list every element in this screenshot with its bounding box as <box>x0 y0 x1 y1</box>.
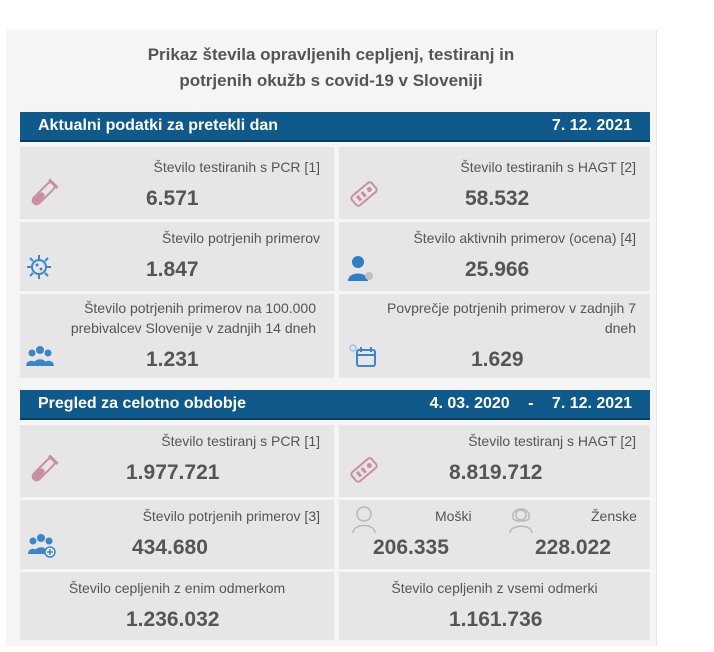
card-label: Število testiranih s PCR [1] <box>153 159 320 175</box>
card-pcr-total: Število testiranj s PCR [1] 1.977.721 <box>20 425 334 497</box>
card-label: Število cepljenih z enim odmerkom <box>68 580 286 596</box>
card-average-7d: Povprečje potrjenih primerov v zadnjih 7… <box>339 294 650 378</box>
card-label-line-1: Povprečje potrjenih primerov v zadnjih 7 <box>386 300 636 316</box>
card-label: Število potrjenih primerov [3] <box>142 508 320 524</box>
card-label: Število testiranih s HAGT [2] <box>460 159 636 175</box>
section-date-range: 4. 03. 2020 - 7. 12. 2021 <box>430 395 632 413</box>
card-confirmed-total: Število potrjenih primerov [3] 434.680 <box>20 500 334 569</box>
card-value: 1.977.721 <box>126 461 220 484</box>
card-value: 1.236.032 <box>126 608 220 631</box>
card-value: 58.532 <box>465 187 530 210</box>
female-value: 228.022 <box>535 536 611 559</box>
test-tube-icon <box>31 454 59 482</box>
card-vaccinated-one-dose: Število cepljenih z enim odmerkom 1.236.… <box>20 572 334 640</box>
date-to: 7. 12. 2021 <box>551 395 632 412</box>
card-confirmed-daily: Število potrjenih primerov 1.847 <box>20 222 334 291</box>
card-value: 1.847 <box>146 258 199 281</box>
card-label: Število testiranj s HAGT [2] <box>468 433 636 449</box>
card-label: Povprečje potrjenih primerov v zadnjih 7… <box>387 298 636 338</box>
card-incidence-14d: Število potrjenih primerov na 100.000 pr… <box>20 294 334 378</box>
female-label: Ženske <box>591 508 637 524</box>
page-title: Prikaz števila opravljenih cepljenj, tes… <box>6 42 656 94</box>
card-hagt-daily: Število testiranih s HAGT [2] 58.532 <box>339 147 650 219</box>
section-bar-total: Pregled za celotno obdobje 4. 03. 2020 -… <box>20 390 650 420</box>
card-vaccinated-all-doses: Število cepljenih z vsemi odmerki 1.161.… <box>339 572 650 640</box>
date-dash: - <box>528 395 534 412</box>
card-pcr-daily: Število testiranih s PCR [1] 6.571 <box>20 147 334 219</box>
card-value: 1.231 <box>146 348 199 371</box>
calendar-virus-icon <box>349 344 376 367</box>
card-label: Število testiranj s PCR [1] <box>161 433 320 449</box>
person-virus-icon <box>348 256 373 281</box>
section-title-current: Aktualni podatki za pretekli dan <box>38 117 279 134</box>
card-label-line-2: prebivalcev Slovenije v zadnjih 14 dneh <box>70 320 316 336</box>
male-value: 206.335 <box>373 536 449 559</box>
card-gender-split: Moški 206.335 Ženske 228.022 <box>339 500 650 569</box>
rapid-test-icon <box>350 457 378 483</box>
panel-divider <box>656 30 657 646</box>
section-title-total: Pregled za celotno obdobje <box>38 395 247 412</box>
card-value: 1.161.736 <box>449 608 543 631</box>
card-value: 1.629 <box>471 348 524 371</box>
virus-icon <box>27 255 51 279</box>
title-line-2: potrjenih okužb s covid-19 v Sloveniji <box>179 71 483 90</box>
section-bar-current: Aktualni podatki za pretekli dan 7. 12. … <box>20 112 650 142</box>
card-value: 25.966 <box>465 258 530 281</box>
card-value: 6.571 <box>146 187 199 210</box>
card-active-daily: Število aktivnih primerov (ocena) [4] 25… <box>339 222 650 291</box>
card-label: Število potrjenih primerov na 100.000 pr… <box>71 298 316 338</box>
card-label-line-2: dneh <box>604 320 636 336</box>
card-label-line-1: Število potrjenih primerov na 100.000 <box>84 300 316 316</box>
card-label: Število cepljenih z vsemi odmerki <box>391 580 598 596</box>
card-label: Število potrjenih primerov <box>162 230 320 246</box>
card-value: 8.819.712 <box>449 461 543 484</box>
card-hagt-total: Število testiranj s HAGT [2] 8.819.712 <box>339 425 650 497</box>
section-date-current: 7. 12. 2021 <box>551 117 632 134</box>
date-from: 4. 03. 2020 <box>429 395 510 412</box>
group-plus-icon <box>28 534 56 558</box>
rapid-test-icon <box>350 181 378 207</box>
group-virus-icon <box>26 346 54 366</box>
card-label: Število aktivnih primerov (ocena) [4] <box>413 230 636 246</box>
title-line-1: Prikaz števila opravljenih cepljenj, tes… <box>147 45 515 64</box>
card-value: 434.680 <box>132 536 208 559</box>
female-icon <box>509 508 533 534</box>
male-label: Moški <box>435 508 472 524</box>
test-tube-icon <box>31 178 59 206</box>
male-icon <box>352 506 376 534</box>
